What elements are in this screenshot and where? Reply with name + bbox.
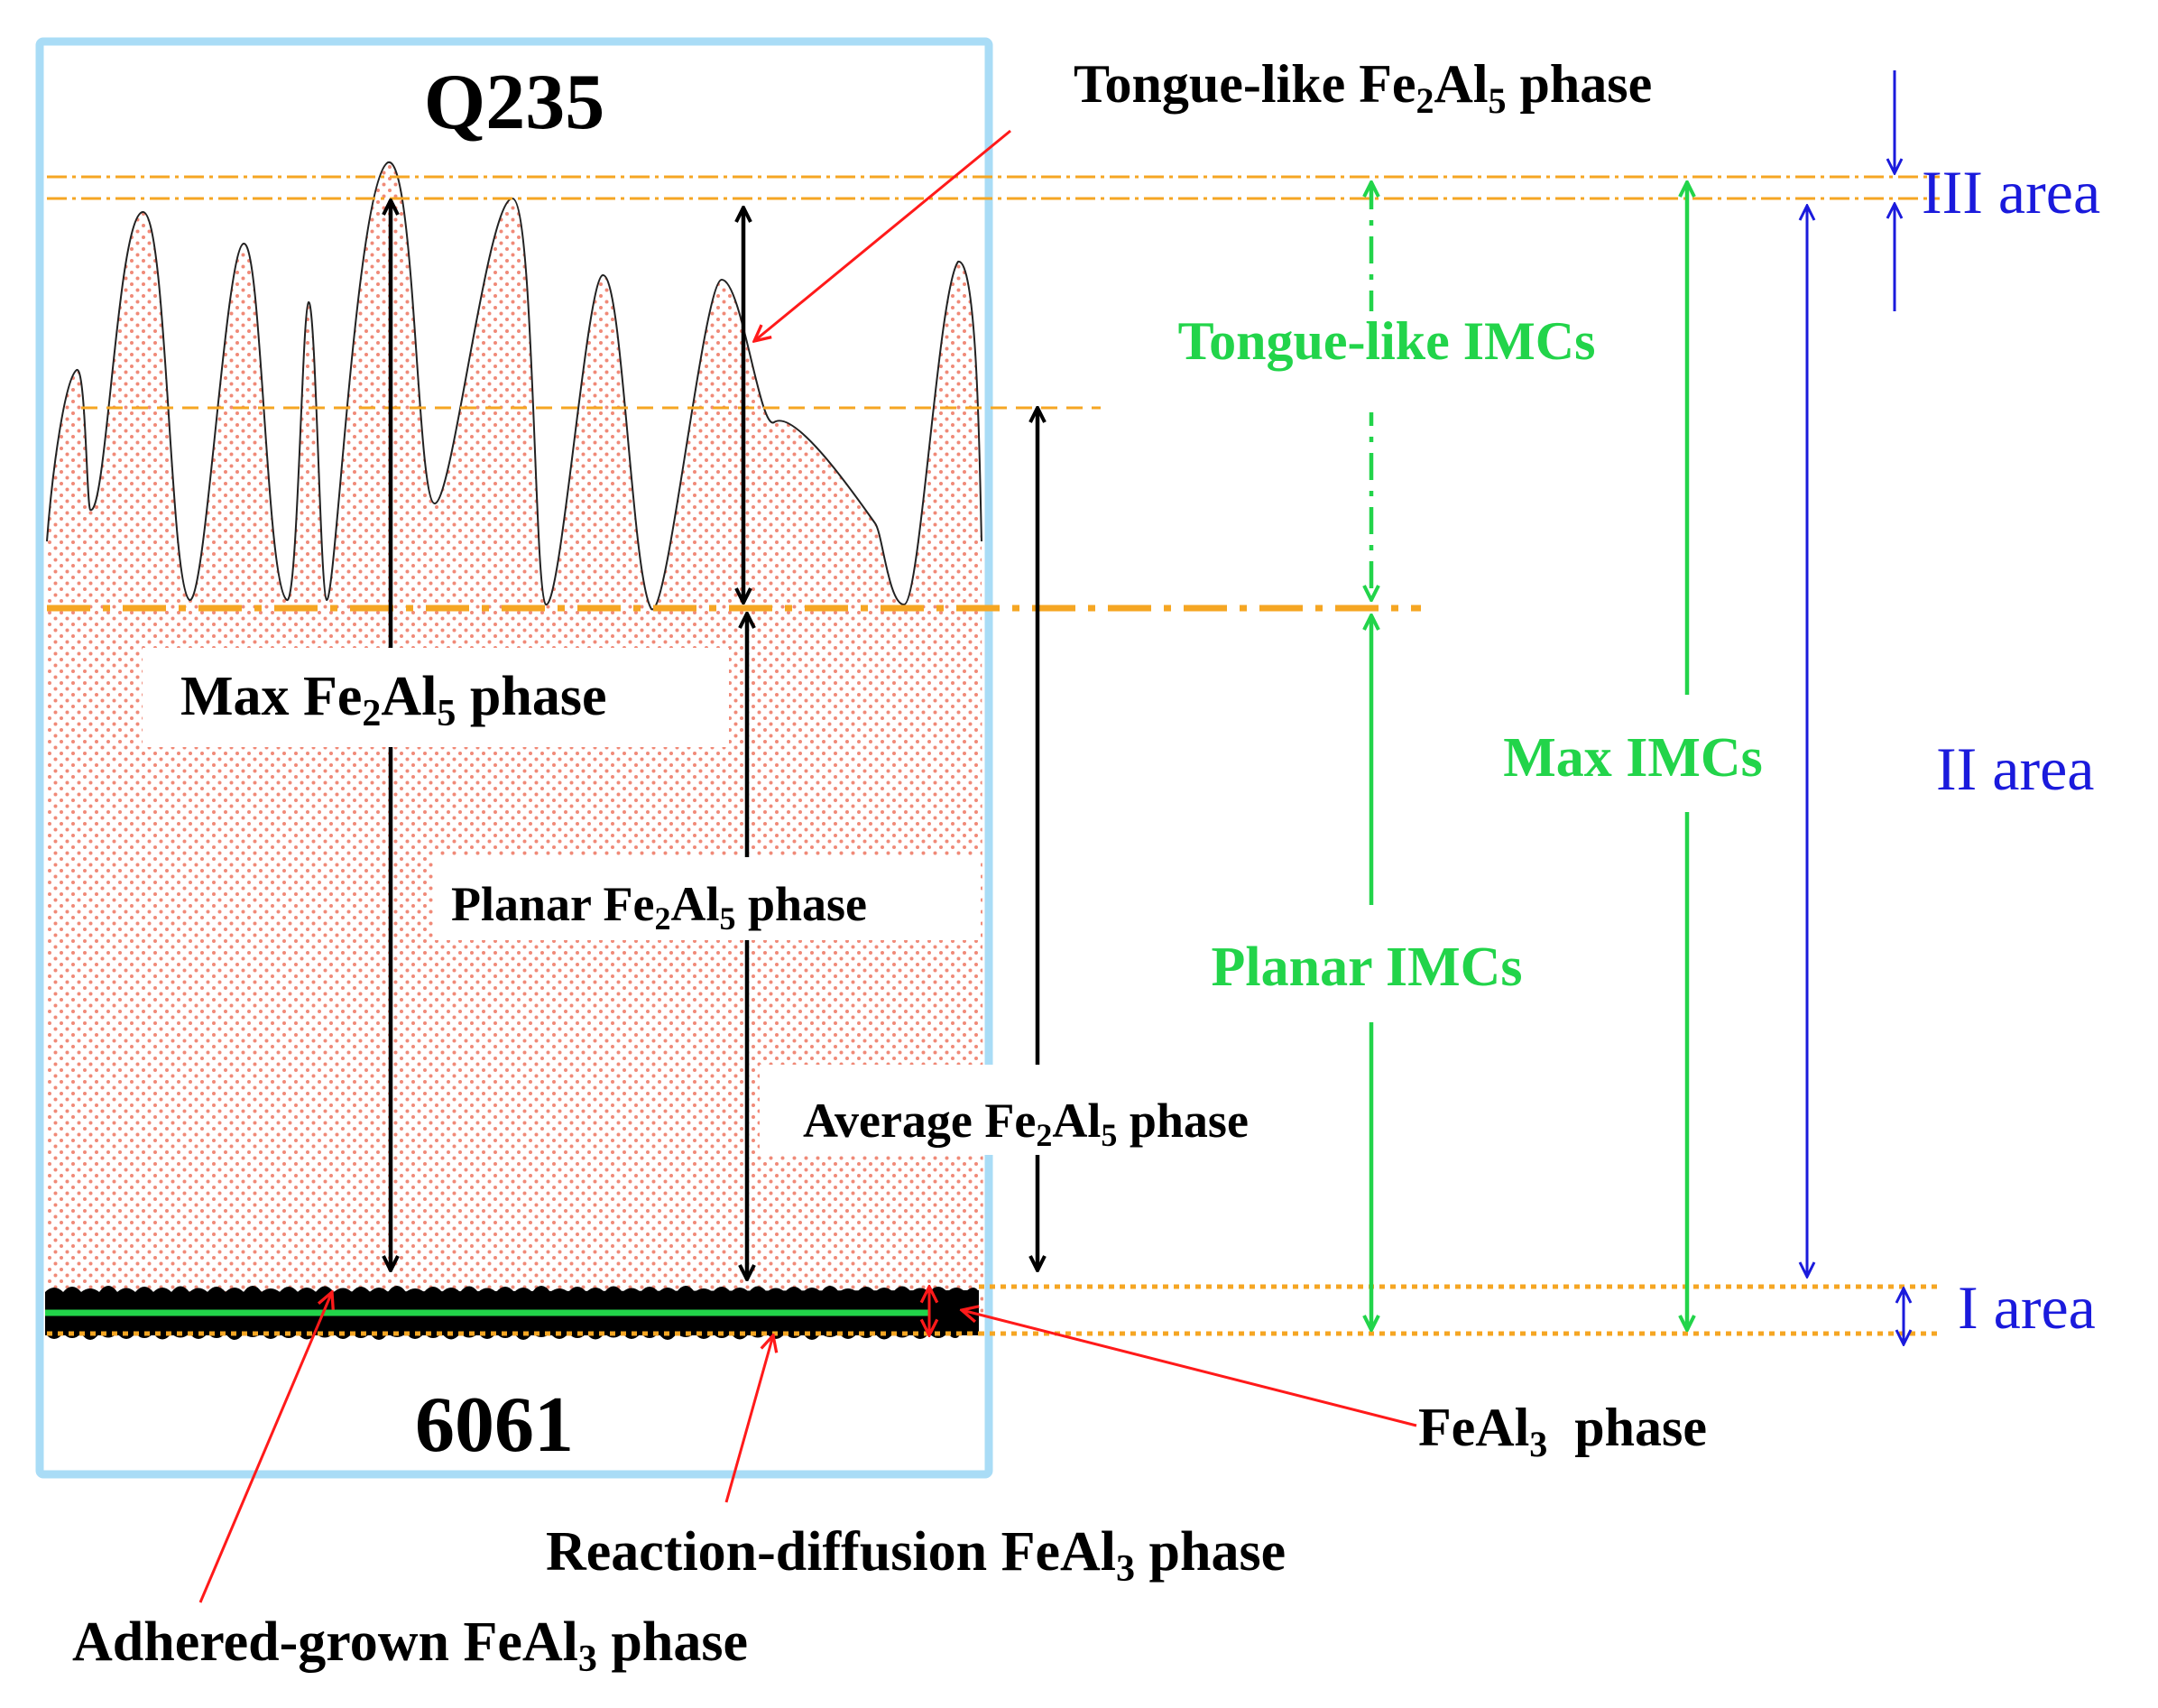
reaction-diffusion-pointer [724,1335,773,1503]
tongue-profile-outline [46,162,982,611]
planar-imcs-label: Planar IMCs [1211,937,1522,998]
al6061-label: 6061 [415,1381,574,1469]
q235-label: Q235 [424,59,604,146]
adhered-grown-label: Adhered-grown FeAl3 phase [72,1611,748,1680]
blue-arrows [1807,70,1904,1344]
tongue-phase-pointer [754,129,1011,341]
tongue-like-imcs-label: Tongue-like IMCs [1178,311,1596,371]
average-fe2al5-label: Average Fe2Al5 phase [803,1094,1249,1153]
area-iii-label: III area [1922,158,2100,226]
max-fe2al5-label: Max Fe2Al5 phase [180,666,607,734]
specimen-frame [35,37,993,1479]
adhered-grown-pointer [198,1292,332,1603]
max-imcs-label: Max IMCs [1503,727,1763,789]
area-ii-label: II area [1936,734,2094,803]
feal3-phase-pointer [962,1310,1417,1427]
tongue-like-phase-label: Tongue-like Fe2Al5 phase [1074,54,1652,121]
planar-fe2al5-label: Planar Fe2Al5 phase [451,877,867,937]
label-backgrounds [143,311,1795,1155]
reference-lines [47,175,1940,1336]
area-i-label: I area [1958,1273,2096,1342]
red-pointers [198,129,1417,1603]
reaction-diffusion-label: Reaction-diffusion FeAl3 phase [546,1521,1286,1590]
feal3-phase-label: FeAl3 phase [1418,1398,1707,1464]
feal3-interface-layer [45,1286,979,1340]
